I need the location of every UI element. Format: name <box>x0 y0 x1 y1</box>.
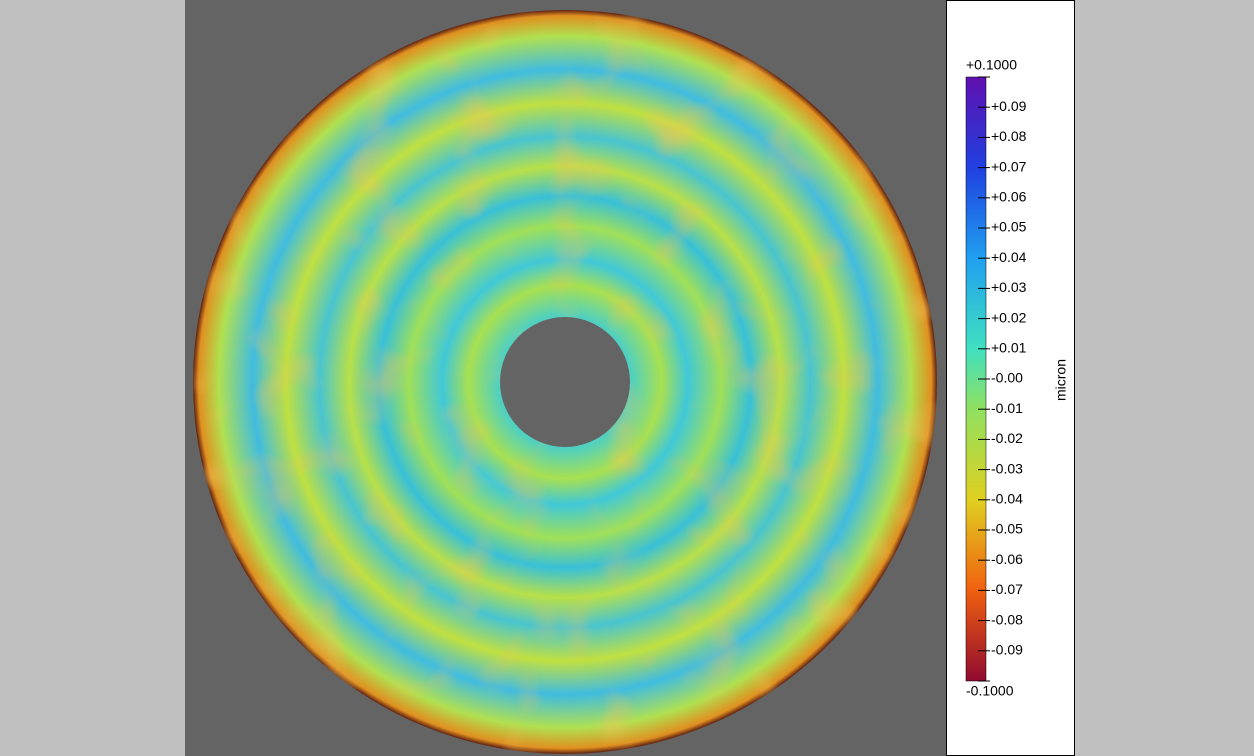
tick-label: -0.00 <box>991 370 1023 386</box>
tick-label: -0.08 <box>991 611 1023 627</box>
tick-label: -0.03 <box>991 460 1023 476</box>
tick-label: +0.06 <box>991 189 1027 205</box>
center-hole <box>500 317 630 447</box>
tick-label: +0.1000 <box>966 57 1017 73</box>
tick-label: -0.1000 <box>966 683 1014 699</box>
tick-label: -0.09 <box>991 642 1023 658</box>
tick-label: +0.05 <box>991 219 1027 235</box>
tick-label: -0.06 <box>991 551 1023 567</box>
tick-label: -0.07 <box>991 581 1023 597</box>
tick-label: -0.01 <box>991 400 1023 416</box>
tick-label: -0.05 <box>991 521 1023 537</box>
tick-label: +0.07 <box>991 158 1027 174</box>
tick-label: +0.03 <box>991 279 1027 295</box>
tick-label: +0.08 <box>991 128 1027 144</box>
tick-label: +0.09 <box>991 98 1027 114</box>
tick-label: -0.02 <box>991 430 1023 446</box>
tick-label: +0.04 <box>991 249 1027 265</box>
colorbar-label: micron <box>1053 359 1069 401</box>
tick-label: -0.04 <box>991 491 1023 507</box>
tick-label: +0.01 <box>991 340 1027 356</box>
tick-label: +0.02 <box>991 309 1027 325</box>
